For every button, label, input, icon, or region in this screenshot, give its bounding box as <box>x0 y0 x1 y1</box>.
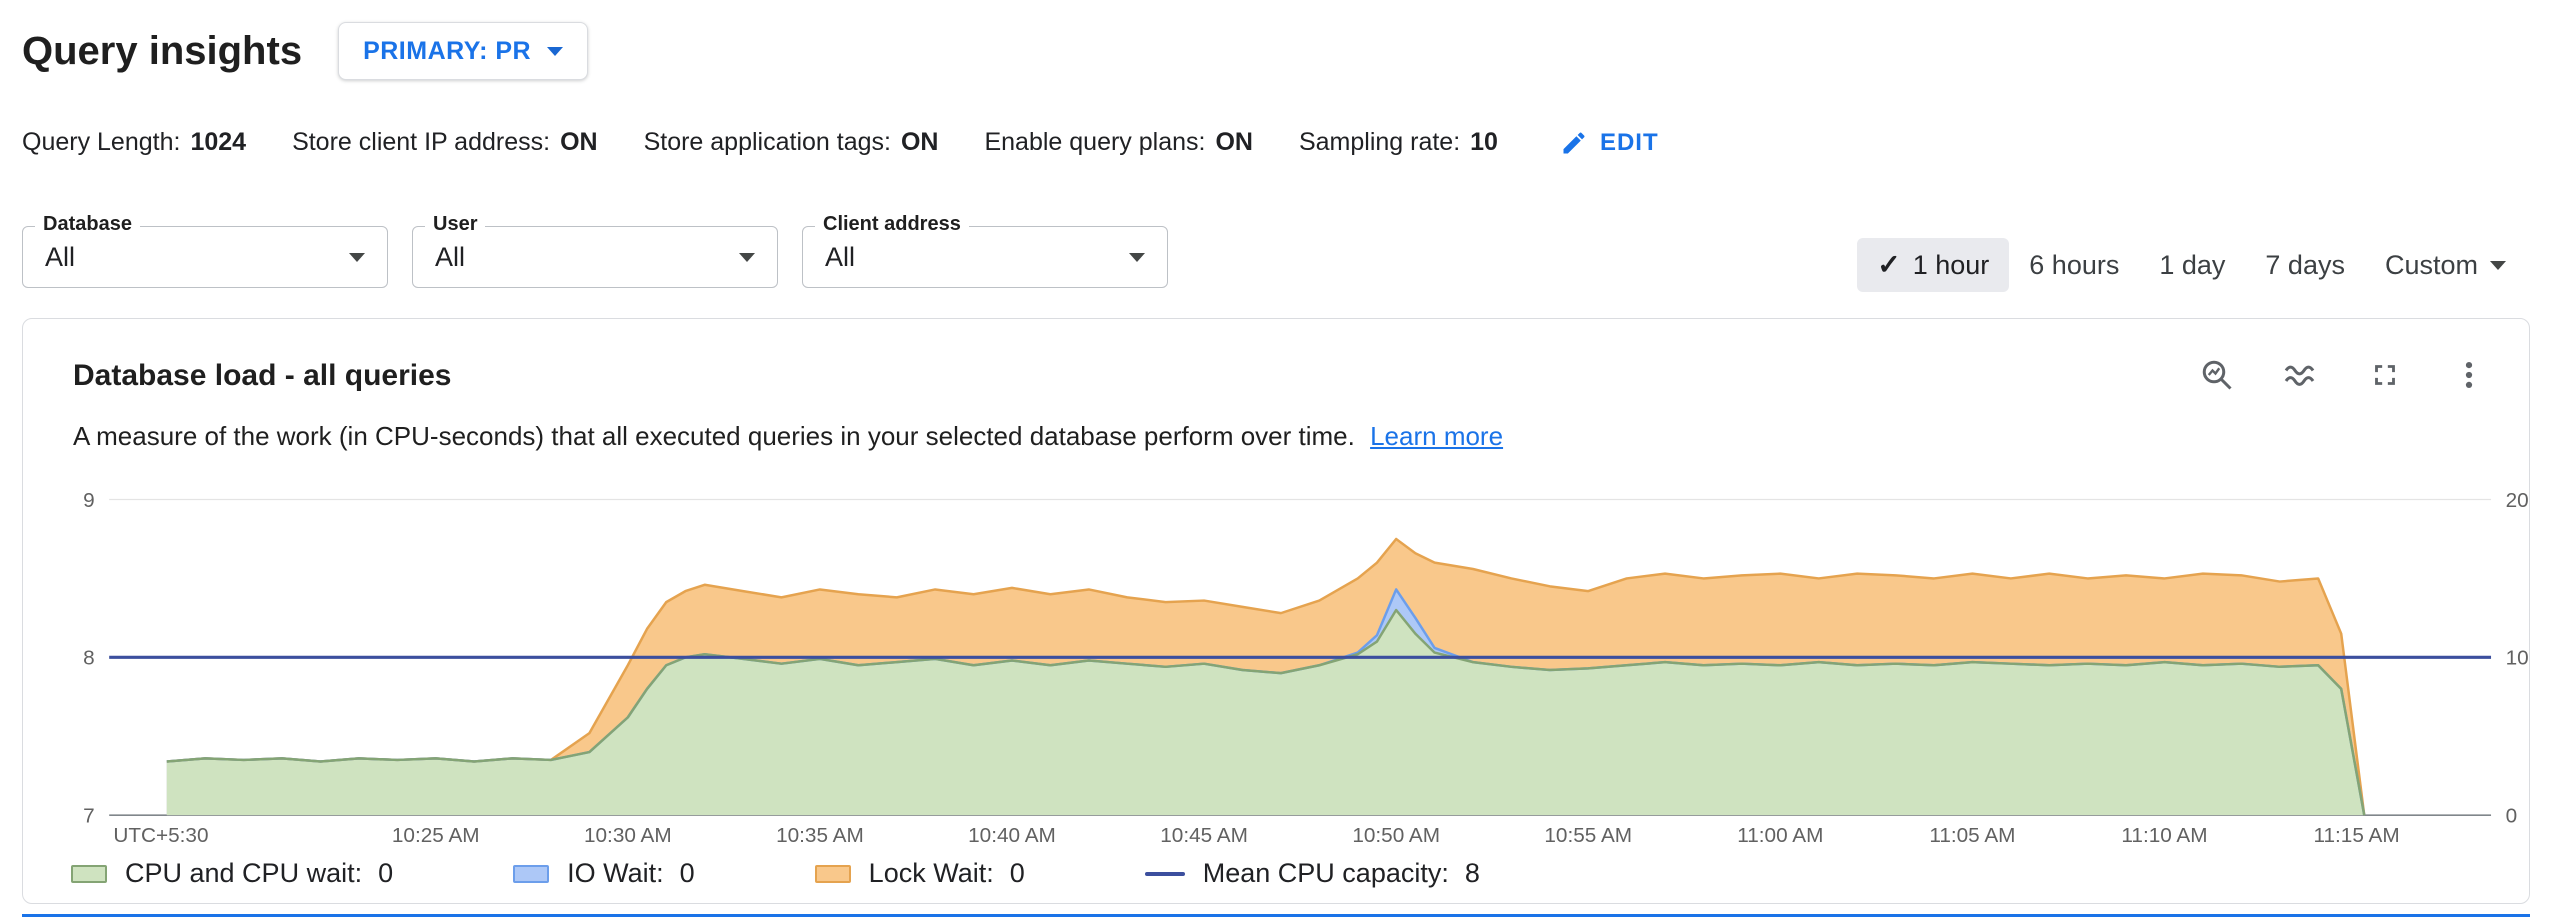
svg-text:0: 0 <box>2506 804 2518 827</box>
pencil-icon <box>1563 131 1585 153</box>
lock-wait-area-swatch <box>814 864 851 883</box>
svg-text:10: 10 <box>2506 647 2529 670</box>
time-range-1-day[interactable]: 1 day <box>2159 249 2226 280</box>
learn-more-link[interactable]: Learn more <box>1370 421 1504 451</box>
database-filter-select[interactable]: Database All <box>22 213 388 288</box>
database-load-chart[interactable]: 7 0 8 10 9 20 10:25 AM 10:30 AM 10:35 AM 10:40 AM… <box>51 485 2543 854</box>
user-filter-label: User <box>425 213 486 236</box>
chevron-down-icon <box>349 252 365 262</box>
chevron-down-icon <box>2490 260 2506 270</box>
mean-cpu-line-swatch <box>1144 871 1185 876</box>
time-range-1-hour[interactable]: ✓ 1 hour <box>1857 238 2010 292</box>
svg-text:10:40 AM: 10:40 AM <box>968 824 1056 847</box>
svg-text:8: 8 <box>83 647 95 670</box>
database-filter-value: All <box>45 241 76 272</box>
cpu-area-swatch <box>71 864 107 883</box>
query-search-icon[interactable] <box>2199 357 2235 393</box>
page-header: Query insights PRIMARY: PR <box>22 22 589 80</box>
legend-item-mean-cpu-capacity[interactable]: Mean CPU capacity: 8 <box>1144 858 1480 889</box>
svg-text:9: 9 <box>83 489 95 512</box>
client-address-filter-select[interactable]: Client address All <box>802 213 1168 288</box>
svg-text:10:45 AM: 10:45 AM <box>1160 824 1248 847</box>
card-title: Database load - all queries <box>73 359 452 392</box>
chart-legend: CPU and CPU wait: 0 IO Wait: 0 Lock Wait… <box>71 858 1600 889</box>
setting-enable-query-plans: Enable query plans: ON <box>984 128 1253 156</box>
more-options-icon[interactable] <box>2451 357 2487 393</box>
card-description: A measure of the work (in CPU-seconds) t… <box>73 421 1504 451</box>
setting-sampling-rate: Sampling rate: 10 <box>1298 128 1498 156</box>
time-range-custom[interactable]: Custom <box>2365 238 2526 292</box>
user-filter-select[interactable]: User All <box>412 213 778 288</box>
card-toolbar <box>2199 357 2487 393</box>
section-divider <box>22 914 2530 917</box>
client-address-filter-label: Client address <box>815 213 969 236</box>
svg-text:11:15 AM: 11:15 AM <box>2314 824 2400 847</box>
svg-text:20: 20 <box>2506 489 2529 512</box>
svg-text:10:50 AM: 10:50 AM <box>1352 824 1440 847</box>
time-range-selector: ✓ 1 hour 6 hours 1 day 7 days Custom <box>1857 238 2526 292</box>
chevron-down-icon <box>739 252 755 262</box>
setting-store-client-ip: Store client IP address: ON <box>292 128 598 156</box>
svg-text:10:25 AM: 10:25 AM <box>392 824 480 847</box>
svg-text:10:35 AM: 10:35 AM <box>776 824 864 847</box>
svg-text:10:30 AM: 10:30 AM <box>584 824 672 847</box>
svg-text:7: 7 <box>83 804 95 827</box>
setting-query-length: Query Length: 1024 <box>22 128 247 156</box>
svg-text:UTC+5:30: UTC+5:30 <box>113 824 208 847</box>
svg-text:11:10 AM: 11:10 AM <box>2121 824 2207 847</box>
edit-button[interactable]: EDIT <box>1560 129 1659 157</box>
legend-item-lock-wait[interactable]: Lock Wait: 0 <box>814 858 1025 889</box>
filters-row: Database All User All Client address All <box>22 213 1168 288</box>
io-wait-area-swatch <box>513 864 550 883</box>
instance-selector-button[interactable]: PRIMARY: PR <box>338 22 589 80</box>
svg-text:11:05 AM: 11:05 AM <box>1929 824 2015 847</box>
legend-item-cpu[interactable]: CPU and CPU wait: 0 <box>71 858 393 889</box>
chart-style-icon[interactable] <box>2283 357 2319 393</box>
client-address-filter-value: All <box>825 241 856 272</box>
chevron-down-icon <box>1129 252 1145 262</box>
svg-text:11:00 AM: 11:00 AM <box>1737 824 1823 847</box>
user-filter-value: All <box>435 241 466 272</box>
setting-store-application-tags: Store application tags: ON <box>643 128 939 156</box>
edit-label: EDIT <box>1599 128 1659 156</box>
time-range-6-hours[interactable]: 6 hours <box>2029 249 2120 280</box>
check-icon: ✓ <box>1877 249 1901 280</box>
instance-selector-label: PRIMARY: PR <box>363 36 532 65</box>
database-filter-label: Database <box>35 213 140 236</box>
legend-item-io-wait[interactable]: IO Wait: 0 <box>513 858 695 889</box>
svg-text:10:55 AM: 10:55 AM <box>1544 824 1632 847</box>
time-range-7-days[interactable]: 7 days <box>2265 249 2345 280</box>
settings-summary: Query Length: 1024 Store client IP addre… <box>22 128 1659 157</box>
chevron-down-icon <box>547 46 564 56</box>
fullscreen-icon[interactable] <box>2367 357 2403 393</box>
page-title: Query insights <box>22 28 303 73</box>
database-load-card: Database load - all queries <box>22 318 2530 904</box>
